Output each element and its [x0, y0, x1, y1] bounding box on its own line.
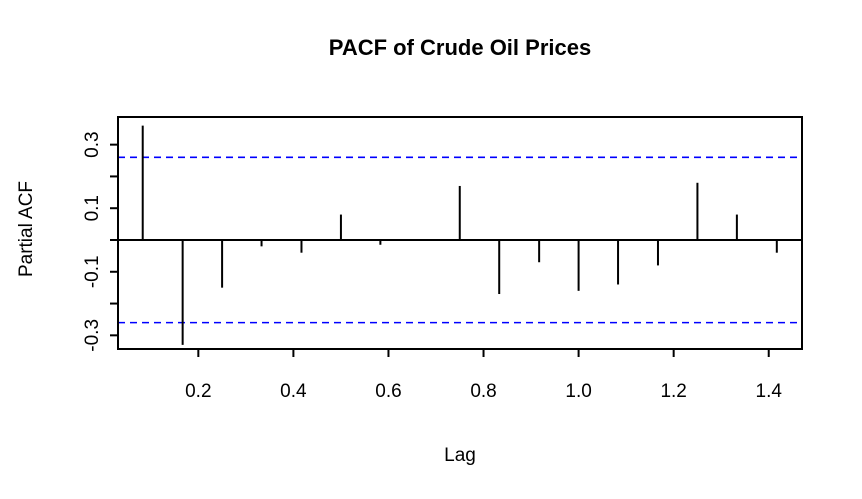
x-tick-label: 0.6	[375, 381, 401, 402]
y-tick-label: 0.1	[82, 195, 103, 221]
x-axis-title: Lag	[444, 445, 476, 466]
chart-title: PACF of Crude Oil Prices	[328, 35, 592, 60]
x-tick-label: 1.4	[756, 381, 783, 402]
x-tick-label: 1.2	[660, 381, 686, 402]
y-tick-label: 0.3	[82, 131, 103, 157]
y-tick-label: -0.1	[82, 255, 103, 288]
x-tick-label: 1.0	[565, 381, 591, 402]
x-tick-label: 0.8	[470, 381, 496, 402]
y-tick-label: -0.3	[82, 319, 103, 352]
x-tick-label: 0.2	[185, 381, 211, 402]
x-tick-label: 0.4	[280, 381, 307, 402]
plot-border	[117, 116, 803, 350]
